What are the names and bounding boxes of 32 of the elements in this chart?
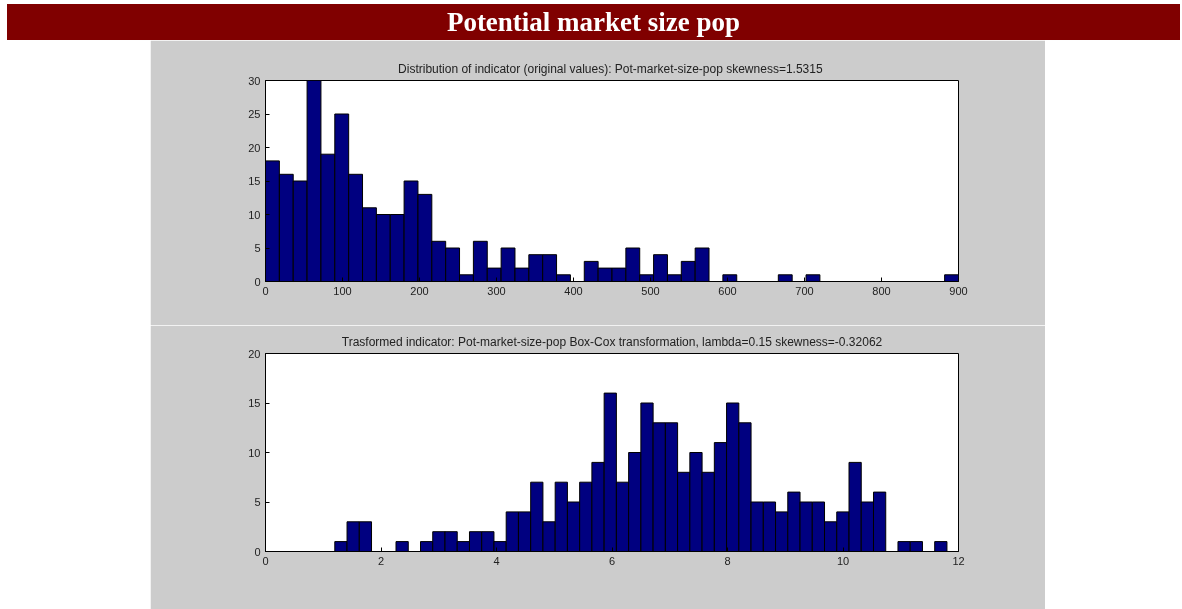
x-tick-label: 800 xyxy=(872,284,891,297)
chart-title: Trasformed indicator: Pot-market-size-pop Box-Cox transformation, lambda=0.15 skewness=-0.32062 xyxy=(341,334,883,349)
x-tick-label: 4 xyxy=(493,554,500,567)
y-tick-label: 10 xyxy=(248,208,261,221)
x-tick-label: 700 xyxy=(795,284,814,297)
x-tick-label: 2 xyxy=(377,554,385,567)
text: Potential market size pop xyxy=(7,4,1180,40)
y-tick-label: 15 xyxy=(248,175,261,187)
x-tick-label: 500 xyxy=(641,284,660,297)
y-tick-label: 15 xyxy=(248,397,261,409)
x-tick-label: 200 xyxy=(410,284,429,297)
x-tick-label: 400 xyxy=(564,284,583,297)
x-tick-label: 0 xyxy=(262,554,269,567)
y-tick-label: 30 xyxy=(248,74,261,87)
y-tick-label: 5 xyxy=(254,496,261,508)
chart-title: Distribution of indicator (original values): Pot-market-size-pop skewness=1.5315 xyxy=(398,61,823,76)
x-tick-label: 10 xyxy=(836,554,850,567)
x-tick-label: 100 xyxy=(333,284,352,297)
y-tick-label: 20 xyxy=(248,347,261,360)
x-tick-label: 900 xyxy=(949,284,968,297)
x-tick-label: 300 xyxy=(487,284,506,297)
y-tick-label: 25 xyxy=(248,108,261,120)
x-tick-label: 12 xyxy=(952,554,965,567)
y-tick-label: 0 xyxy=(254,545,261,558)
y-tick-label: 20 xyxy=(248,141,261,154)
y-tick-label: 0 xyxy=(254,275,261,288)
x-tick-label: 6 xyxy=(608,554,616,567)
x-tick-label: 0 xyxy=(262,284,269,297)
y-tick-label: 10 xyxy=(248,446,261,459)
x-tick-label: 600 xyxy=(718,284,737,297)
y-tick-label: 5 xyxy=(254,242,261,254)
x-tick-label: 8 xyxy=(724,554,731,567)
